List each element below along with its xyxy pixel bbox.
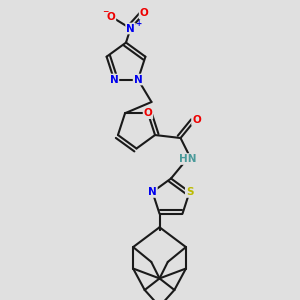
Text: +: + <box>135 19 141 28</box>
Text: N: N <box>134 74 142 85</box>
Text: S: S <box>186 187 193 197</box>
Text: O: O <box>106 11 116 22</box>
Text: N: N <box>126 23 135 34</box>
Text: N: N <box>148 187 157 197</box>
Text: O: O <box>140 8 148 19</box>
Text: O: O <box>144 108 152 118</box>
Text: N: N <box>110 74 118 85</box>
Text: HN: HN <box>179 154 197 164</box>
Text: O: O <box>192 115 201 125</box>
Text: −: − <box>102 7 108 16</box>
